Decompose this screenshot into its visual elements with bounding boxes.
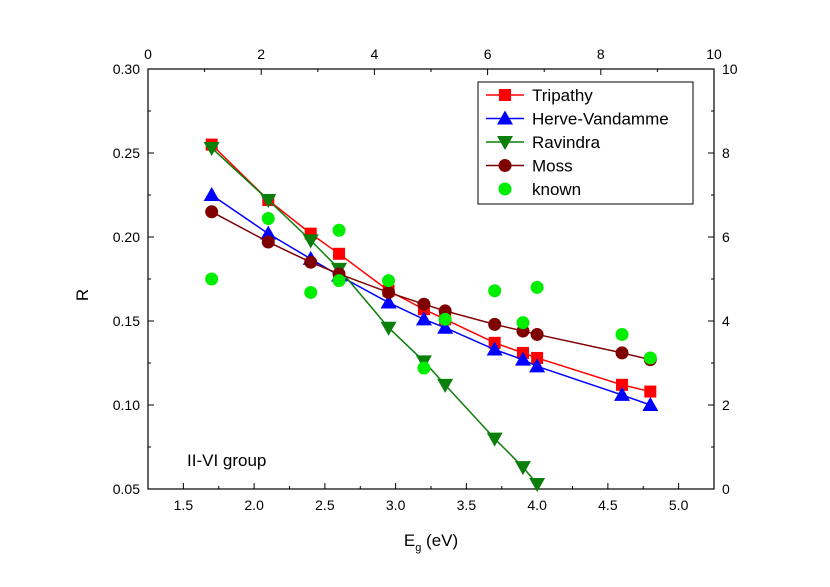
- legend-marker-known: [498, 182, 512, 196]
- data-point-herve-vandamme: [642, 397, 659, 411]
- data-point-known: [643, 351, 657, 365]
- data-point-tripathy: [616, 378, 629, 391]
- top-tick-label: 10: [706, 46, 722, 62]
- data-point-herve-vandamme: [260, 225, 277, 240]
- data-point-herve-vandamme: [415, 311, 432, 326]
- data-point-herve-vandamme: [437, 319, 454, 334]
- data-point-known: [332, 274, 346, 288]
- x-tick-label: 3.0: [386, 497, 406, 513]
- data-point-moss: [615, 346, 629, 360]
- top-tick-label: 8: [597, 46, 605, 62]
- data-point-ravindra: [486, 432, 503, 447]
- x-axis-label: Eg (eV): [404, 531, 458, 554]
- y-tick-label: 0.10: [113, 397, 140, 413]
- data-point-known: [261, 212, 275, 226]
- legend: Tripathy Herve-Vandamme Ravindra Moss known: [477, 81, 694, 205]
- data-point-known: [530, 280, 544, 294]
- data-point-moss: [530, 327, 544, 341]
- data-point-tripathy: [531, 351, 544, 364]
- data-point-known: [516, 316, 530, 330]
- top-tick-label: 4: [371, 46, 379, 62]
- data-point-ravindra: [203, 141, 220, 156]
- series-moss: [205, 205, 657, 367]
- legend-label-known: known: [532, 180, 581, 199]
- data-point-moss: [488, 317, 502, 331]
- data-point-known: [615, 327, 629, 341]
- legend-marker-tripathy: [499, 89, 511, 101]
- data-point-moss: [417, 297, 431, 311]
- data-point-tripathy: [644, 385, 657, 398]
- series-known: [205, 212, 657, 375]
- data-point-known: [417, 361, 431, 375]
- data-point-herve-vandamme: [380, 294, 397, 309]
- annotation-text: II-VI group: [187, 451, 266, 470]
- series-layer: [203, 138, 659, 492]
- top-tick-label: 0: [144, 46, 152, 62]
- data-point-herve-vandamme: [203, 187, 220, 201]
- data-point-ravindra: [302, 234, 319, 249]
- x-tick-label: 4.0: [527, 497, 547, 513]
- x-axis-label-sub: g: [415, 542, 421, 554]
- data-point-moss: [261, 235, 275, 249]
- y-tick-label: 0.15: [113, 313, 140, 329]
- series-line-moss: [211, 211, 651, 361]
- data-point-tripathy: [333, 247, 346, 260]
- x-tick-label: 2.0: [244, 497, 264, 513]
- data-point-known: [205, 272, 219, 286]
- x-axis-label-main: E: [404, 531, 415, 550]
- series-line-tripathy: [211, 144, 651, 393]
- x-tick-label: 3.5: [457, 497, 477, 513]
- data-point-known: [438, 312, 452, 326]
- data-point-known: [332, 223, 346, 237]
- right-tick-label: 10: [722, 61, 738, 77]
- axis-ticks: 1.5 2.0 2.5 3.0 3.5 4.0 4.5 5.0 0.05 0.10 0.15 0.20…: [113, 46, 738, 513]
- right-tick-label: 0: [722, 481, 730, 497]
- legend-marker-herve-vandamme: [497, 110, 513, 125]
- x-tick-label: 2.5: [315, 497, 335, 513]
- data-point-herve-vandamme: [614, 386, 631, 401]
- legend-label-tripathy: Tripathy: [532, 86, 593, 105]
- y-tick-label: 0.25: [113, 145, 140, 161]
- legend-box: [477, 81, 694, 205]
- right-tick-label: 2: [722, 397, 730, 413]
- data-point-herve-vandamme: [486, 341, 503, 356]
- data-point-moss: [304, 255, 318, 269]
- data-point-ravindra: [380, 321, 397, 336]
- y-tick-label: 0.30: [113, 61, 140, 77]
- legend-marker-ravindra: [497, 136, 513, 150]
- data-point-ravindra: [260, 194, 277, 209]
- y-tick-label: 0.20: [113, 229, 140, 245]
- right-tick-label: 6: [722, 229, 730, 245]
- top-tick-label: 6: [484, 46, 492, 62]
- series-line-herve-vandamme: [211, 194, 651, 406]
- y-tick-label: 0.05: [113, 481, 140, 497]
- x-tick-label: 4.5: [598, 497, 618, 513]
- legend-marker-moss: [498, 159, 512, 172]
- y-axis-label: R: [73, 289, 92, 301]
- data-point-known: [382, 274, 396, 288]
- x-tick-label: 5.0: [669, 497, 689, 513]
- x-axis-label-unit: (eV): [421, 531, 458, 550]
- data-point-moss: [205, 205, 219, 219]
- data-point-herve-vandamme: [529, 358, 546, 373]
- x-tick-label: 1.5: [174, 497, 194, 513]
- data-point-known: [304, 285, 318, 299]
- legend-label-ravindra: Ravindra: [532, 133, 601, 152]
- right-tick-label: 8: [722, 145, 730, 161]
- series-line-ravindra: [211, 147, 538, 485]
- data-point-ravindra: [514, 461, 531, 476]
- data-point-moss: [382, 285, 396, 299]
- data-point-herve-vandamme: [514, 351, 531, 366]
- legend-label-herve-vandamme: Herve-Vandamme: [532, 110, 669, 129]
- top-tick-label: 2: [257, 46, 265, 62]
- legend-label-moss: Moss: [532, 157, 573, 176]
- data-point-ravindra: [529, 477, 546, 492]
- right-tick-label: 4: [722, 313, 730, 329]
- data-point-ravindra: [437, 378, 454, 393]
- data-point-known: [488, 284, 502, 298]
